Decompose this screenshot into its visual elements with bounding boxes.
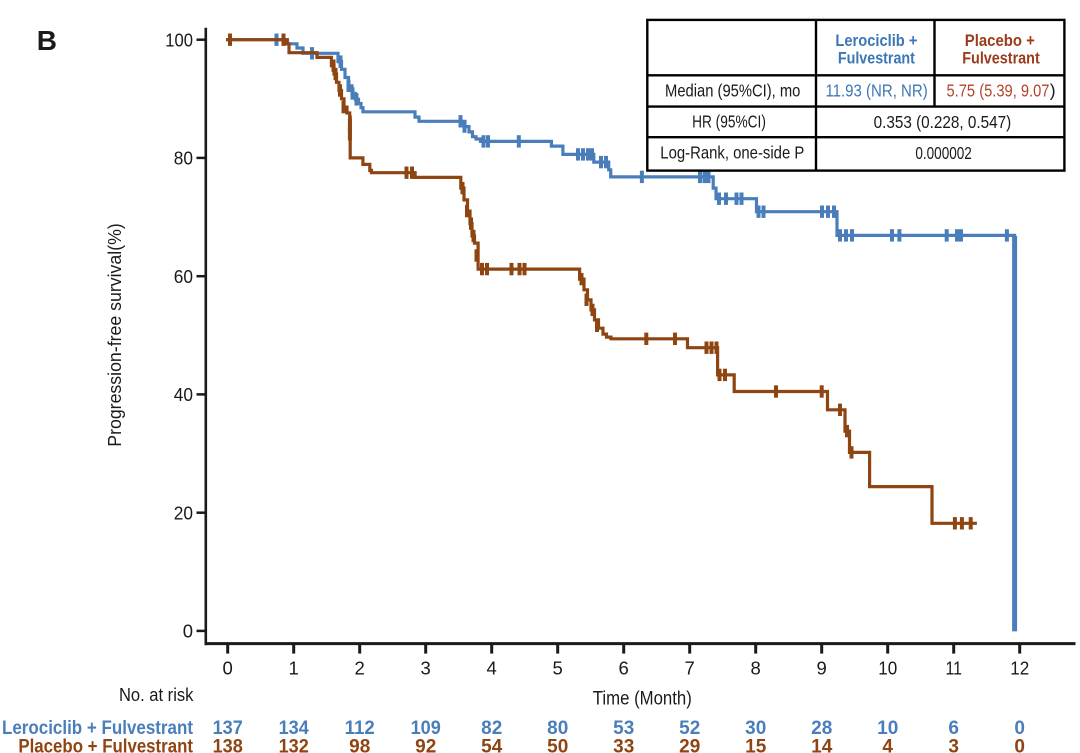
svg-text:109: 109 [411,718,441,739]
svg-text:0.000002: 0.000002 [915,143,972,163]
svg-text:60: 60 [174,266,193,287]
svg-text:52: 52 [679,718,700,739]
svg-text:Placebo + Fulvestrant: Placebo + Fulvestrant [18,736,193,753]
svg-text:5: 5 [553,657,563,678]
svg-text:92: 92 [415,736,436,753]
svg-text:6: 6 [948,718,959,739]
svg-text:1: 1 [289,657,299,678]
svg-text:10: 10 [878,657,897,678]
svg-text:Progression-free survival(%): Progression-free survival(%) [104,223,125,447]
svg-text:11.93 (NR, NR): 11.93 (NR, NR) [825,81,927,101]
svg-text:132: 132 [279,736,309,753]
svg-text:4: 4 [882,736,893,753]
svg-text:80: 80 [174,148,193,169]
svg-text:No. at risk: No. at risk [119,684,194,705]
svg-text:11: 11 [945,657,962,678]
svg-text:Time (Month): Time (Month) [593,689,692,710]
svg-text:0: 0 [1014,718,1025,739]
svg-text:82: 82 [481,718,502,739]
svg-text:10: 10 [877,718,898,739]
svg-text:HR (95%CI): HR (95%CI) [692,112,766,132]
svg-text:98: 98 [349,736,370,753]
svg-text:0: 0 [223,657,233,678]
svg-text:B: B [37,25,57,56]
svg-text:): ) [1050,81,1056,101]
svg-text:80: 80 [547,718,568,739]
svg-text:7: 7 [685,657,695,678]
svg-text:Fulvestrant: Fulvestrant [962,49,1040,68]
svg-text:0: 0 [1014,736,1025,753]
svg-text:2: 2 [355,657,365,678]
svg-text:Log-Rank, one-side P: Log-Rank, one-side P [660,142,804,162]
svg-text:137: 137 [213,718,243,739]
svg-text:Lerociclib + Fulvestrant: Lerociclib + Fulvestrant [2,718,194,739]
svg-text:3: 3 [948,736,959,753]
svg-text:Lerociclib +: Lerociclib + [835,31,917,50]
svg-text:0: 0 [183,621,193,642]
svg-text:12: 12 [1010,657,1029,678]
svg-text:40: 40 [174,384,193,405]
svg-text:4: 4 [487,657,497,678]
svg-text:Fulvestrant: Fulvestrant [838,49,915,68]
svg-text:112: 112 [345,718,375,739]
svg-text:6: 6 [619,657,629,678]
svg-text:Median (95%CI), mo: Median (95%CI), mo [665,81,800,101]
svg-text:5.75 (5.39, 9.07: 5.75 (5.39, 9.07 [947,81,1050,101]
svg-text:50: 50 [547,736,568,753]
svg-text:0.353 (0.228, 0.547): 0.353 (0.228, 0.547) [874,112,1012,132]
svg-text:29: 29 [679,736,700,753]
svg-text:15: 15 [745,736,767,753]
svg-text:33: 33 [613,736,634,753]
svg-text:28: 28 [811,718,832,739]
svg-text:14: 14 [811,736,833,753]
svg-text:100: 100 [165,29,193,50]
svg-text:Placebo +: Placebo + [965,31,1035,50]
svg-text:30: 30 [745,718,766,739]
svg-text:138: 138 [213,736,243,753]
svg-text:8: 8 [751,657,761,678]
svg-text:134: 134 [279,718,310,739]
svg-text:53: 53 [613,718,634,739]
svg-text:54: 54 [481,736,503,753]
svg-text:3: 3 [421,657,431,678]
svg-text:20: 20 [174,502,193,523]
svg-text:9: 9 [817,657,827,678]
